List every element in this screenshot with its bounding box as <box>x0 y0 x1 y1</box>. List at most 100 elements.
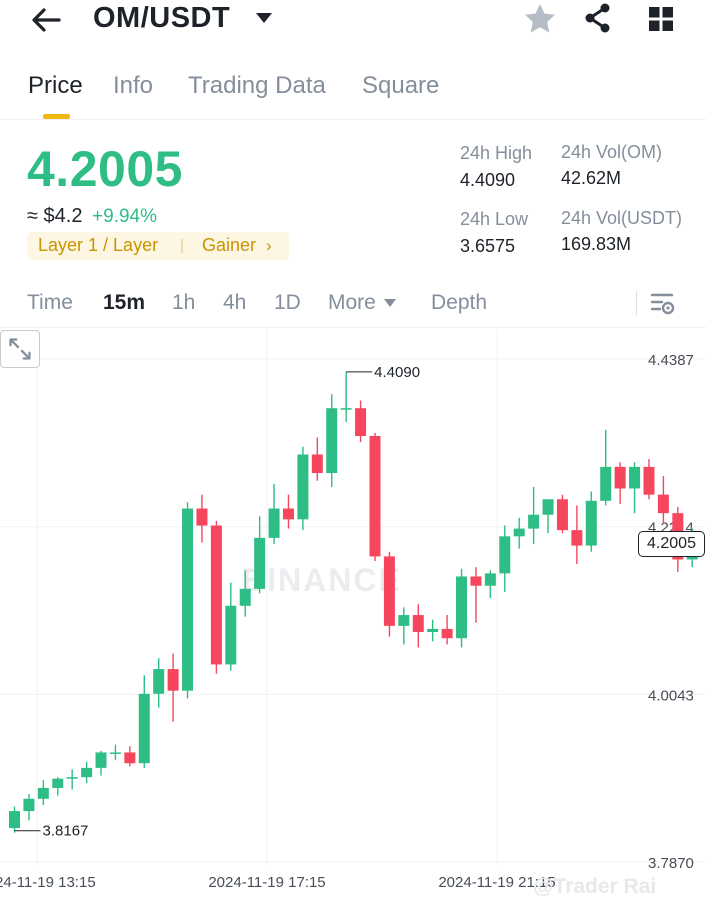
low-value: 3.6575 <box>460 236 516 256</box>
vol-base-label: 24h Vol(OM) <box>561 142 663 162</box>
creator-credit: @Trader Rai <box>533 875 657 898</box>
caret-down-icon[interactable] <box>383 298 397 308</box>
back-arrow-icon[interactable] <box>30 6 62 34</box>
interval-1d[interactable]: 1D <box>274 291 301 314</box>
usd-price: ≈ $4.2 <box>27 205 83 227</box>
candle-body <box>254 537 266 589</box>
candle-body <box>95 752 107 768</box>
tag-divider <box>181 239 183 253</box>
high-label: 24h High <box>460 143 533 163</box>
tab-price[interactable]: Price <box>28 72 83 99</box>
candle-body <box>225 605 237 665</box>
candle-body <box>326 408 338 474</box>
candle-body <box>600 466 612 501</box>
watermark: BINANCE <box>242 562 402 598</box>
interval-1h[interactable]: 1h <box>172 291 196 314</box>
candle-body <box>441 628 453 639</box>
candle-body <box>52 778 64 788</box>
candlestick-chart[interactable]: BINANCE 4.43874.22144.00433.78702024-11-… <box>0 330 706 913</box>
grid-icon[interactable] <box>646 4 676 34</box>
interval-time[interactable]: Time <box>27 291 73 314</box>
star-icon[interactable] <box>523 2 557 34</box>
category-tags[interactable]: Layer 1 / Layer Gainer › <box>27 232 289 260</box>
main-tabs: Price Info Trading Data Square <box>0 70 706 120</box>
candle-body <box>66 777 78 779</box>
vol-quote-value: 169.83M <box>561 234 632 254</box>
chart-settings-icon[interactable] <box>649 290 677 318</box>
candle-body <box>542 499 554 515</box>
expand-icon[interactable] <box>0 330 40 368</box>
x-tick-label: 2024-11-19 13:15 <box>0 874 96 891</box>
interval-15m[interactable]: 15m <box>103 291 146 314</box>
candle-body <box>369 435 381 557</box>
candle-body <box>398 615 410 626</box>
candle-body <box>109 752 121 754</box>
low-label: 24h Low <box>460 209 529 229</box>
candle-body <box>499 536 511 574</box>
top-bar: OM/USDT <box>0 0 706 40</box>
interval-more[interactable]: More <box>328 291 376 314</box>
candle-body <box>124 752 136 764</box>
last-price: 4.2005 <box>27 141 183 197</box>
candle-body <box>456 576 468 639</box>
caret-down-icon[interactable] <box>254 10 274 26</box>
tab-square[interactable]: Square <box>362 72 440 99</box>
share-icon[interactable] <box>582 2 614 34</box>
candle-body <box>282 508 294 520</box>
candle-body <box>167 669 179 691</box>
change-percent: +9.94% <box>92 206 158 227</box>
candle-body <box>528 514 540 529</box>
candle-body <box>239 588 251 606</box>
candle-body <box>355 408 367 436</box>
pair-title[interactable]: OM/USDT <box>93 2 231 34</box>
y-tick-label: 3.7870 <box>648 855 694 872</box>
candle-body <box>412 615 424 633</box>
candle-body <box>37 787 49 799</box>
candle-body <box>629 466 641 489</box>
candle-body <box>23 798 35 812</box>
current-price-label: 4.2005 <box>638 531 705 557</box>
high-marker-label: 4.4090 <box>374 364 420 381</box>
candle-body <box>196 508 208 526</box>
candle-body <box>614 466 626 489</box>
y-tick-label: 4.4387 <box>648 352 694 369</box>
candle-body <box>297 454 309 520</box>
candle-body <box>182 508 194 691</box>
tab-trading-data[interactable]: Trading Data <box>188 72 326 99</box>
vol-base-value: 42.62M <box>561 168 622 188</box>
active-tab-indicator <box>43 114 70 119</box>
y-tick-label: 4.0043 <box>648 687 694 704</box>
vol-quote-label: 24h Vol(USDT) <box>561 208 683 228</box>
candle-body <box>210 525 222 665</box>
candle-body <box>311 454 323 474</box>
high-value: 4.4090 <box>460 170 516 190</box>
tag-rank[interactable]: Gainer <box>202 235 257 255</box>
usd-price-row: ≈ $4.2 +9.94% <box>27 205 157 228</box>
interval-depth[interactable]: Depth <box>431 291 488 314</box>
candle-body <box>643 466 655 495</box>
candle-body <box>153 669 165 694</box>
x-tick-label: 2024-11-19 21:15 <box>438 874 555 891</box>
low-marker-label: 3.8167 <box>43 823 89 840</box>
interval-divider <box>636 291 637 315</box>
candle-body <box>484 573 496 586</box>
interval-4h[interactable]: 4h <box>223 291 247 314</box>
candle-body <box>470 576 482 586</box>
candle-body <box>81 767 93 778</box>
candle-body <box>513 528 525 537</box>
x-tick-label: 2024-11-19 17:15 <box>208 874 325 891</box>
interval-bar: Time 15m 1h 4h 1D More Depth <box>0 282 706 328</box>
candle-body <box>571 530 583 546</box>
candle-body <box>340 408 352 410</box>
candle-body <box>657 494 669 514</box>
candle-body <box>268 508 280 538</box>
candle-body <box>9 811 20 829</box>
candle-body <box>427 628 439 633</box>
candle-body <box>383 556 395 626</box>
candle-body <box>556 499 568 531</box>
tag-category[interactable]: Layer 1 / Layer <box>38 235 159 255</box>
chevron-right-icon: › <box>266 236 272 255</box>
tab-info[interactable]: Info <box>113 72 154 99</box>
candle-body <box>138 693 150 764</box>
